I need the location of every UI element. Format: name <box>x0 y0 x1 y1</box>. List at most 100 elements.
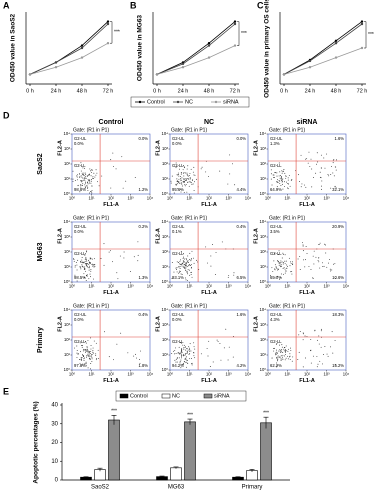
quadrant-value: 3.5% <box>270 229 280 234</box>
event-dot <box>277 179 278 181</box>
point <box>207 42 211 45</box>
event-dot <box>177 180 178 182</box>
y-tick-label: 10⁰ <box>162 191 169 196</box>
event-dot <box>90 348 92 350</box>
event-dot <box>186 173 188 175</box>
event-dot <box>79 362 81 364</box>
y-axis-label: FL2-A <box>253 228 259 244</box>
quadrant-name: G2-LL <box>172 339 184 344</box>
event-dot <box>321 180 323 182</box>
event-dot <box>300 154 302 156</box>
event-dot <box>97 181 98 183</box>
x-tick-label: 10² <box>206 196 213 201</box>
event-dot <box>89 261 90 263</box>
event-dot <box>182 181 184 183</box>
event-dot <box>280 351 281 353</box>
event-dot <box>283 350 285 352</box>
event-dot <box>191 276 193 278</box>
event-dot <box>279 182 281 184</box>
event-dot <box>117 278 119 280</box>
event-dot <box>177 352 179 353</box>
quadrant-value: 98.8% <box>74 187 86 192</box>
event-dot <box>93 172 95 174</box>
event-dot <box>85 342 87 344</box>
event-dot <box>334 277 336 279</box>
panel-label: E <box>3 386 9 396</box>
x-tick-label: 72 h <box>103 88 114 94</box>
event-dot <box>297 174 299 176</box>
event-dot <box>310 158 312 160</box>
event-dot <box>330 173 332 175</box>
legend-label: Control <box>147 99 165 105</box>
event-dot <box>183 178 184 180</box>
event-dot <box>275 267 277 269</box>
event-dot <box>185 180 187 181</box>
event-dot <box>277 358 279 360</box>
event-dot <box>82 167 84 169</box>
legend-swatch <box>119 393 129 399</box>
event-dot <box>76 345 78 347</box>
event-dot <box>194 174 196 176</box>
event-dot <box>73 260 75 262</box>
event-dot <box>108 356 110 358</box>
y-tick-label: 10¹ <box>162 264 169 269</box>
x-tick-label: 10⁰ <box>69 284 76 289</box>
event-dot <box>310 350 311 352</box>
y-tick-label: 20 <box>51 440 58 446</box>
point <box>181 62 185 66</box>
event-dot <box>180 354 182 356</box>
event-dot <box>194 348 196 350</box>
event-dot <box>175 267 177 269</box>
event-dot <box>329 259 331 260</box>
event-dot <box>170 180 172 182</box>
event-dot <box>188 178 190 180</box>
quadrant-value: 98.5% <box>74 275 86 280</box>
event-dot <box>320 328 322 330</box>
event-dot <box>281 257 283 259</box>
event-dot <box>200 168 202 170</box>
event-dot <box>208 176 209 177</box>
event-dot <box>278 356 280 358</box>
plot-frame <box>267 221 347 283</box>
event-dot <box>178 178 180 180</box>
event-dot <box>320 177 322 179</box>
event-dot <box>181 351 183 353</box>
event-dot <box>300 186 302 188</box>
event-dot <box>179 271 181 273</box>
event-dot <box>275 343 277 345</box>
event-dot <box>290 263 292 265</box>
y-tick-label: 10³ <box>64 234 71 239</box>
event-dot <box>180 359 182 361</box>
event-dot <box>205 246 207 248</box>
event-dot <box>94 176 96 178</box>
x-axis-label: FL1-A <box>103 378 119 384</box>
x-tick-label: 10² <box>304 196 311 201</box>
event-dot <box>289 355 291 357</box>
event-dot <box>83 172 85 174</box>
event-dot <box>81 265 83 267</box>
panel-label: A <box>3 0 10 10</box>
event-dot <box>89 179 91 181</box>
event-dot <box>313 263 315 265</box>
event-dot <box>91 169 93 170</box>
event-dot <box>194 357 196 359</box>
event-dot <box>185 257 187 259</box>
event-dot <box>283 347 285 348</box>
event-dot <box>88 174 89 176</box>
event-dot <box>189 343 191 345</box>
event-dot <box>83 360 85 362</box>
event-dot <box>180 341 182 343</box>
x-tick-label: 24 h <box>51 88 62 94</box>
quadrant-value: 0.2% <box>138 224 148 229</box>
quadrant-name: G2-LL <box>74 251 86 256</box>
event-dot <box>140 350 141 352</box>
event-dot <box>97 349 99 351</box>
event-dot <box>277 360 278 362</box>
event-dot <box>308 265 310 267</box>
event-dot <box>292 264 294 266</box>
event-dot <box>279 349 281 351</box>
error-bar <box>263 416 269 429</box>
event-dot <box>88 263 90 265</box>
event-dot <box>274 347 275 349</box>
event-dot <box>83 355 85 357</box>
